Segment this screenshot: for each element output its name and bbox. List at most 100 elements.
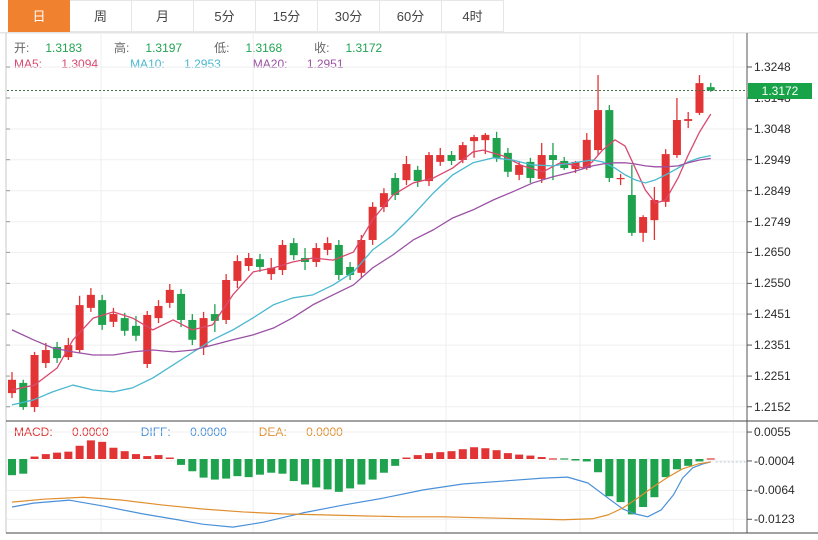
open-value: 开: 1.3183 — [14, 41, 83, 55]
macd-bar — [605, 459, 614, 497]
period-tabbar: 日周月 5分 15分 30分 60分 4时 — [0, 0, 818, 33]
macd-bar — [120, 451, 129, 459]
price-axis-label: 1.3048 — [754, 122, 791, 136]
ma10-line — [11, 155, 711, 406]
price-axis-label: 1.3248 — [754, 60, 791, 74]
macd-bar — [391, 459, 400, 466]
macd-bar — [86, 440, 95, 459]
candle-body — [255, 259, 264, 267]
macd-bar — [244, 459, 253, 478]
macd-bar — [582, 459, 591, 462]
macd-bar — [323, 459, 332, 490]
tab-period-5[interactable]: 30分 — [318, 0, 380, 32]
candle-body — [357, 239, 366, 273]
macd-bar — [379, 459, 388, 473]
diff-line — [11, 461, 711, 528]
candle-body — [222, 279, 231, 320]
candle-body — [695, 83, 704, 113]
macd-bar — [616, 459, 625, 503]
candle-body — [503, 152, 512, 172]
price-axis-label: 1.2849 — [754, 183, 791, 198]
current-price-tag: 1.3172 — [748, 82, 812, 99]
candle-body — [413, 169, 422, 182]
candle-body — [684, 119, 693, 121]
candle-body — [278, 244, 287, 271]
candle-body — [143, 315, 152, 364]
candle-body — [199, 318, 208, 347]
candle-body — [458, 145, 467, 160]
macd-bar — [548, 458, 557, 460]
macd-bar — [470, 447, 479, 459]
candle-body — [402, 164, 411, 181]
macd-bar — [424, 453, 433, 459]
macd-bar — [661, 459, 670, 478]
macd-bar — [537, 457, 546, 459]
candle-body — [334, 244, 343, 276]
macd-bar — [458, 449, 467, 459]
candle-body — [672, 120, 681, 156]
tab-period-0[interactable]: 日 — [8, 0, 70, 32]
candle-body — [8, 379, 16, 394]
price-axis-label: 1.2451 — [754, 307, 791, 322]
candle-body — [289, 243, 298, 256]
macd-bar — [131, 454, 140, 459]
candle-body — [233, 261, 242, 281]
candle-body — [548, 155, 557, 160]
candle-body — [526, 161, 535, 178]
candle-body — [109, 314, 118, 322]
candle-body — [75, 305, 84, 351]
candle-body — [120, 318, 129, 331]
candle-body — [368, 206, 377, 240]
candle-body — [177, 293, 186, 320]
tab-period-2[interactable]: 月 — [132, 0, 194, 32]
macd-bar — [526, 455, 535, 459]
candle-body — [267, 267, 276, 275]
tab-period-4[interactable]: 15分 — [256, 0, 318, 32]
tab-period-6[interactable]: 60分 — [380, 0, 442, 32]
candle-body — [379, 193, 388, 208]
macd-bar — [41, 454, 50, 459]
price-axis-label: 1.2650 — [754, 245, 791, 260]
macd-bar — [267, 459, 276, 473]
macd-bar — [289, 459, 298, 482]
tab-period-3[interactable]: 5分 — [194, 0, 256, 32]
price-axis-label: 1.2152 — [754, 399, 791, 414]
macd-bar — [515, 454, 524, 459]
macd-bar — [143, 456, 152, 459]
candle-body — [537, 155, 546, 179]
macd-bar — [402, 457, 411, 459]
macd-bar — [177, 459, 186, 465]
candle-body — [131, 325, 140, 336]
macd-bar — [560, 458, 569, 460]
macd-bar — [436, 452, 445, 459]
tab-period-7[interactable]: 4时 — [442, 0, 504, 32]
macd-bar — [210, 459, 219, 480]
macd-bar — [165, 457, 174, 459]
macd-bar — [98, 441, 107, 459]
candle-body — [650, 199, 659, 221]
tab-period-1[interactable]: 周 — [70, 0, 132, 32]
macd-bar — [222, 459, 231, 479]
macd-bar — [672, 459, 681, 470]
candle-body — [346, 266, 355, 276]
candle-body — [492, 137, 501, 158]
macd-bar — [312, 459, 321, 488]
candle-body — [165, 289, 174, 303]
macd-bar — [503, 453, 512, 459]
macd-bar — [594, 459, 603, 473]
macd-bar — [368, 459, 377, 480]
macd-bar — [53, 452, 62, 459]
macd-bar — [627, 459, 636, 515]
ma5-line — [11, 113, 712, 391]
price-axis-label: 1.2351 — [754, 338, 791, 353]
macd-bar — [481, 448, 490, 459]
price-axis-label: 1.2949 — [754, 152, 791, 167]
candle-body — [639, 217, 648, 233]
macd-bar — [571, 459, 580, 461]
candle-body — [244, 257, 253, 267]
candle-body — [436, 155, 445, 162]
macd-axis-label: -0.0064 — [754, 483, 795, 498]
candle-body — [515, 164, 524, 175]
